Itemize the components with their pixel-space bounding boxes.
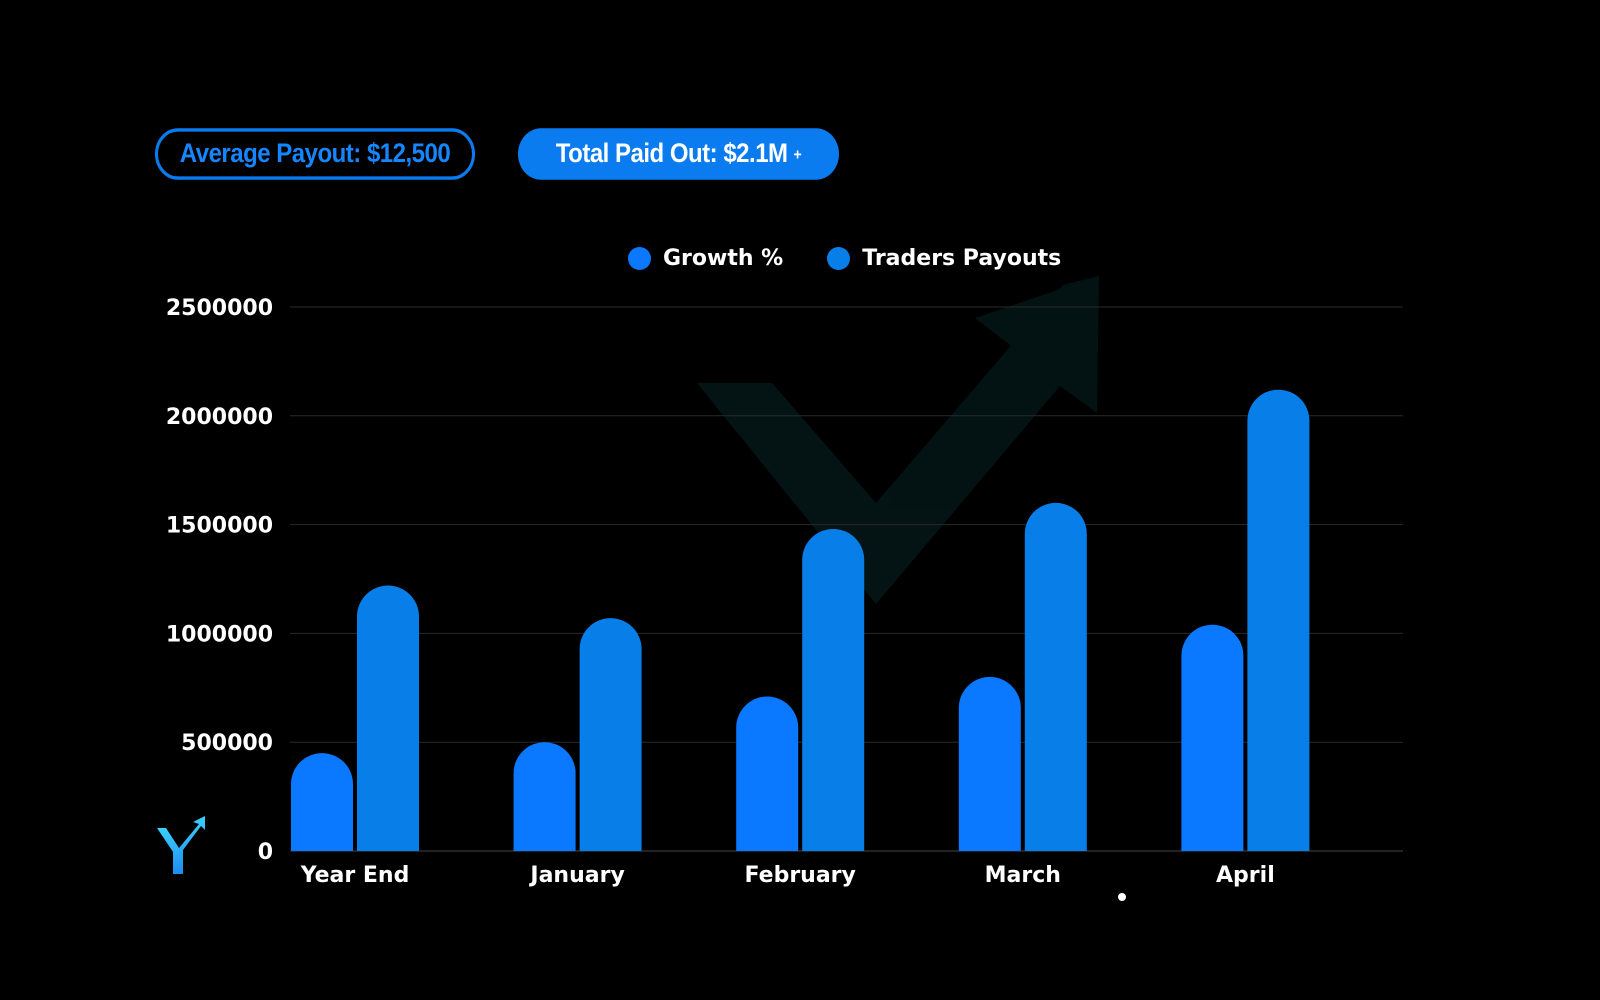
bar-growth[interactable] bbox=[513, 742, 576, 851]
total-paid-out-label: Total Paid Out: $2.1M bbox=[555, 138, 788, 169]
y-axis-ticks: 0 500000 1000000 1500000 2000000 2500000 bbox=[166, 296, 273, 865]
y-tick-label: 500000 bbox=[181, 731, 273, 756]
legend-label-growth: Growth % bbox=[663, 246, 784, 271]
x-tick-label: January bbox=[528, 863, 624, 888]
bar-growth[interactable] bbox=[958, 676, 1021, 851]
chart-legend: Growth % Traders Payouts bbox=[628, 246, 1105, 271]
legend-dot-payouts-icon bbox=[827, 247, 851, 270]
bar-traders-payouts[interactable] bbox=[802, 528, 865, 851]
legend-label-payouts: Traders Payouts bbox=[862, 246, 1062, 271]
average-payout-label: Average Payout: $12,500 bbox=[179, 138, 451, 169]
x-axis-ticks: Year End January February March April bbox=[300, 863, 1275, 888]
cursor-dot-icon bbox=[1118, 893, 1126, 901]
bar-traders-payouts[interactable] bbox=[1024, 502, 1087, 851]
watermark-arrow-icon bbox=[697, 276, 1099, 604]
y-tick-label: 1500000 bbox=[166, 514, 273, 539]
x-tick-label: Year End bbox=[300, 863, 410, 888]
bar-traders-payouts[interactable] bbox=[1247, 389, 1310, 851]
bar-traders-payouts[interactable] bbox=[357, 585, 419, 851]
legend-item-payouts[interactable]: Traders Payouts bbox=[827, 246, 1061, 271]
bar-traders-payouts[interactable] bbox=[579, 618, 642, 851]
brand-logo-icon bbox=[157, 816, 205, 874]
bar-growth[interactable] bbox=[736, 696, 799, 851]
bar-growth[interactable] bbox=[1181, 624, 1244, 851]
bars bbox=[291, 389, 1310, 851]
x-tick-label: April bbox=[1216, 863, 1275, 888]
y-tick-label: 1000000 bbox=[166, 622, 273, 647]
bar-growth[interactable] bbox=[291, 753, 353, 851]
average-payout-badge: Average Payout: $12,500 bbox=[155, 128, 475, 180]
x-tick-label: March bbox=[985, 863, 1061, 888]
legend-dot-growth-icon bbox=[628, 247, 651, 270]
x-tick-label: February bbox=[745, 863, 856, 888]
y-tick-label: 0 bbox=[258, 840, 273, 865]
total-paid-out-badge: Total Paid Out: $2.1M + bbox=[518, 128, 839, 180]
y-tick-label: 2500000 bbox=[166, 296, 273, 321]
total-paid-out-suffix: + bbox=[793, 145, 802, 163]
y-tick-label: 2000000 bbox=[166, 405, 273, 430]
legend-item-growth[interactable]: Growth % bbox=[628, 246, 783, 271]
